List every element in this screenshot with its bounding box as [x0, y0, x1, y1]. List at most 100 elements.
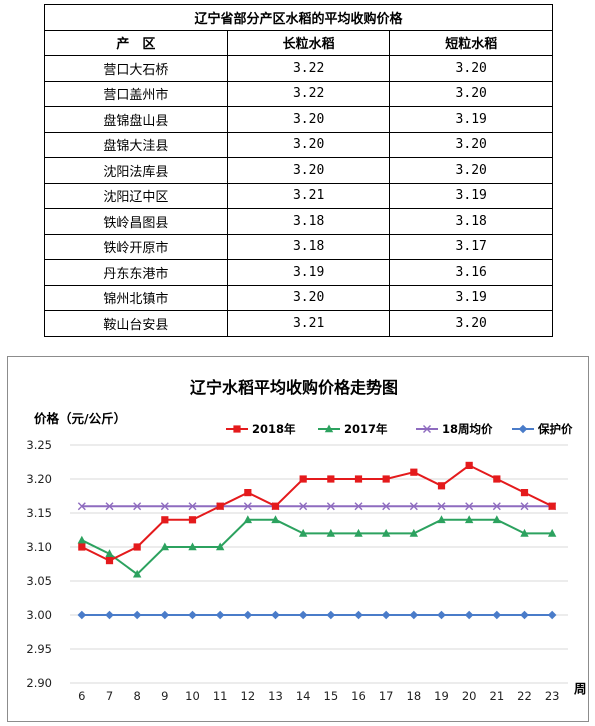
- data-point: [105, 610, 114, 620]
- data-point: [298, 528, 308, 537]
- legend-item: 2017年: [318, 422, 388, 436]
- data-point: [188, 610, 197, 620]
- region-cell: 盘锦大洼县: [44, 131, 228, 158]
- series-3: [77, 610, 557, 620]
- data-point: [437, 515, 446, 524]
- long-grain-price-cell: 3.20: [226, 131, 391, 158]
- data-point: [298, 610, 308, 620]
- short-grain-price-cell: 3.17: [389, 233, 553, 260]
- short-grain-price-cell: 3.20: [389, 55, 553, 82]
- column-header-region: 产 区: [44, 29, 228, 56]
- x-tick-label: 22: [517, 689, 532, 703]
- x-tick-label: 15: [324, 689, 339, 703]
- table-header-row: 产 区 长粒水稻 短粒水稻: [44, 29, 553, 56]
- table-row: 鞍山台安县 3.21 3.20: [44, 310, 553, 337]
- data-point: [216, 502, 224, 510]
- x-tick-label: 13: [268, 689, 283, 703]
- data-point: [77, 610, 87, 620]
- data-point: [409, 528, 419, 537]
- data-point: [233, 425, 241, 433]
- x-tick-label: 19: [434, 689, 449, 703]
- chart-panel: 辽宁水稻平均收购价格走势图 价格（元/公斤） 周 3.25 3.20 3.15 3.1…: [7, 356, 589, 722]
- data-point: [410, 468, 418, 476]
- long-grain-price-cell: 3.19: [226, 259, 391, 286]
- x-tick-label: 8: [134, 689, 141, 703]
- legend-label: 2017年: [344, 422, 388, 436]
- short-grain-price-cell: 3.20: [389, 131, 553, 158]
- y-tick-label: 3.05: [26, 574, 52, 588]
- long-grain-price-cell: 3.20: [226, 106, 391, 133]
- data-point: [188, 502, 197, 511]
- x-tick-label: 7: [106, 689, 113, 703]
- region-cell: 营口大石桥: [44, 55, 228, 82]
- data-point: [326, 610, 336, 620]
- long-grain-price-cell: 3.21: [226, 310, 391, 337]
- region-cell: 铁岭开原市: [44, 233, 228, 260]
- x-tick-label: 12: [241, 689, 256, 703]
- x-tick-label: 16: [351, 689, 366, 703]
- x-tick-label: 14: [296, 689, 311, 703]
- short-grain-price-cell: 3.20: [389, 80, 553, 107]
- data-point: [132, 569, 142, 578]
- data-point: [299, 475, 307, 483]
- table-row: 铁岭昌图县 3.18 3.18: [44, 208, 553, 235]
- region-cell: 鞍山台安县: [44, 310, 228, 337]
- data-point: [465, 461, 473, 469]
- long-grain-price-cell: 3.22: [226, 55, 391, 82]
- x-tick-label: 17: [379, 689, 394, 703]
- data-point: [77, 502, 86, 511]
- data-point: [354, 528, 363, 537]
- data-point: [464, 515, 474, 524]
- price-table: 辽宁省部分产区水稻的平均收购价格 产 区 长粒水稻 短粒水稻 营口大石桥 3.22…: [44, 4, 553, 337]
- region-cell: 丹东东港市: [44, 259, 228, 286]
- short-grain-price-cell: 3.20: [389, 310, 553, 337]
- data-point: [244, 489, 252, 497]
- data-point: [382, 502, 391, 511]
- data-point: [215, 610, 225, 620]
- short-grain-price-cell: 3.19: [389, 182, 553, 209]
- region-cell: 铁岭昌图县: [44, 208, 228, 235]
- series-line: [81, 518, 553, 576]
- region-cell: 锦州北镇市: [44, 284, 228, 311]
- chart-title: 辽宁水稻平均收购价格走势图: [190, 378, 398, 397]
- data-point: [188, 516, 197, 524]
- data-point: [326, 502, 335, 511]
- data-point: [271, 610, 280, 620]
- data-point: [381, 528, 391, 537]
- price-trend-chart: 辽宁水稻平均收购价格走势图 价格（元/公斤） 周 3.25 3.20 3.15 3.1…: [26, 378, 586, 703]
- data-point: [437, 610, 446, 620]
- long-grain-price-cell: 3.20: [226, 157, 391, 184]
- short-grain-price-cell: 3.20: [389, 157, 553, 184]
- y-tick-labels: 3.25 3.20 3.15 3.10 3.05 3.00 2.95 2.90: [26, 438, 52, 690]
- y-axis-label: 价格（元/公斤）: [34, 411, 126, 426]
- data-point: [105, 557, 114, 565]
- table-row: 盘锦大洼县 3.20 3.20: [44, 131, 553, 158]
- data-point: [160, 542, 170, 551]
- y-tick-label: 3.15: [26, 506, 52, 520]
- column-header-long-grain: 长粒水稻: [226, 29, 391, 56]
- region-cell: 沈阳法库县: [44, 157, 228, 184]
- series-lines: [77, 461, 557, 620]
- data-point: [354, 610, 363, 620]
- data-point: [160, 610, 170, 620]
- data-point: [520, 489, 529, 497]
- data-point: [464, 610, 474, 620]
- y-tick-label: 3.00: [26, 608, 52, 622]
- x-tick-label: 6: [78, 689, 85, 703]
- y-tick-label: 3.10: [26, 540, 52, 554]
- data-point: [437, 482, 446, 490]
- data-point: [215, 542, 225, 551]
- data-point: [271, 515, 280, 524]
- x-tick-label: 11: [213, 689, 228, 703]
- x-tick-label: 9: [161, 689, 168, 703]
- data-point: [327, 475, 335, 483]
- data-point: [243, 610, 253, 620]
- x-tick-labels: 6 7 8 9 10 11 12 13 14 15 16 17 18 19 20 21 22 23: [78, 689, 559, 703]
- short-grain-price-cell: 3.18: [389, 208, 553, 235]
- data-point: [465, 502, 474, 511]
- data-point: [547, 610, 557, 620]
- data-point: [354, 502, 363, 511]
- table-row: 丹东东港市 3.19 3.16: [44, 259, 553, 286]
- long-grain-price-cell: 3.18: [226, 233, 391, 260]
- series-1: [77, 515, 557, 578]
